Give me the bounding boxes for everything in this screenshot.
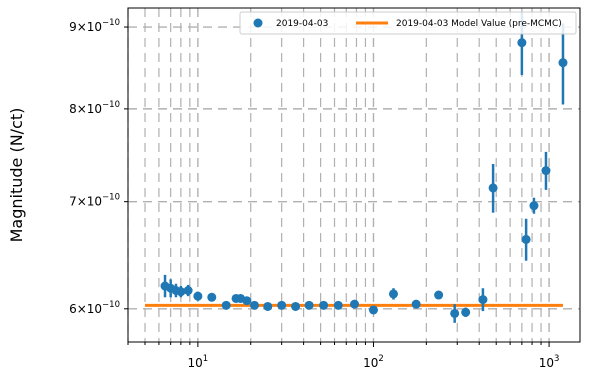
data-point <box>183 286 193 296</box>
data-point <box>291 301 301 311</box>
data-point <box>450 308 460 318</box>
data-point <box>263 301 273 311</box>
data-point <box>304 300 314 310</box>
plot-frame <box>127 7 581 343</box>
data-point <box>207 292 217 302</box>
y-axis-ticks: 6×10−10 7×10−10 8×10−10 9×10−10 <box>69 18 128 316</box>
data-point <box>333 300 343 310</box>
data-point <box>176 287 186 297</box>
data-point <box>478 295 488 305</box>
data-point <box>388 289 398 299</box>
data-point <box>541 166 551 176</box>
plot-background <box>128 8 580 342</box>
x-tick-label: 102 <box>363 354 384 370</box>
y-tick-label: 8×10−10 <box>69 100 120 116</box>
data-point <box>249 300 259 310</box>
y-axis-title: Magnitude (N/ct) <box>7 108 26 243</box>
data-point <box>242 296 252 306</box>
legend: 2019-04-03 2019-04-03 Model Value (pre-M… <box>239 11 577 35</box>
data-point <box>368 305 378 315</box>
legend-box <box>239 11 577 35</box>
y-tick-label: 6×10−10 <box>69 300 120 316</box>
data-point <box>521 234 531 244</box>
data-point <box>517 38 527 48</box>
legend-label-model: 2019-04-03 Model Value (pre-MCMC) <box>396 19 562 29</box>
data-point <box>529 201 539 211</box>
data-point <box>277 300 287 310</box>
data-point <box>350 299 360 309</box>
data-point <box>434 290 444 300</box>
legend-label-measurements: 2019-04-03 <box>276 19 328 29</box>
grid <box>127 8 580 342</box>
data-point <box>558 58 568 68</box>
data-point <box>488 183 498 193</box>
data-point <box>193 291 203 301</box>
legend-marker-measurements <box>253 18 263 28</box>
y-tick-label: 7×10−10 <box>69 193 120 209</box>
data-point <box>221 300 231 310</box>
data-point <box>461 307 471 317</box>
x-axis-ticks: 101 102 103 <box>127 342 560 370</box>
data-point <box>411 299 421 309</box>
y-tick-label: 9×10−10 <box>69 18 120 34</box>
x-tick-label: 101 <box>188 354 209 370</box>
x-tick-label: 103 <box>539 354 560 370</box>
data-point <box>319 300 329 310</box>
